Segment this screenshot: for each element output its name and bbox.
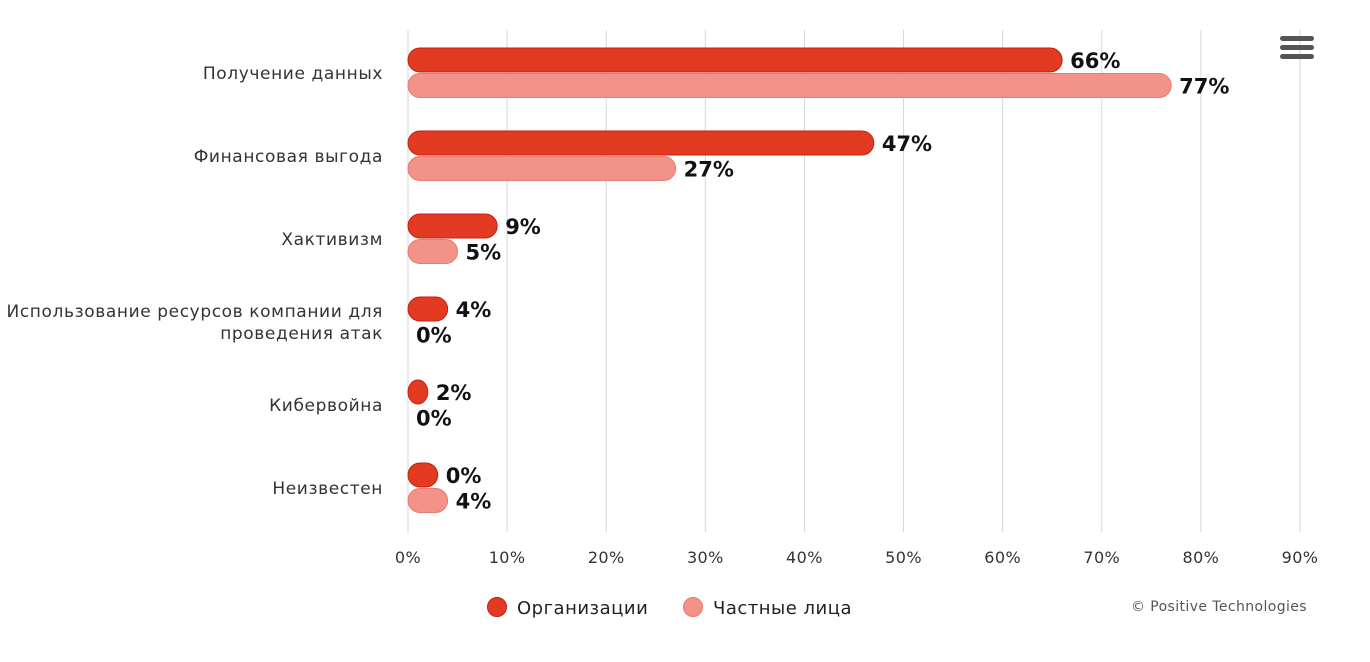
data-label: 0% bbox=[416, 324, 452, 348]
x-tick-label: 20% bbox=[588, 548, 625, 567]
bar[interactable] bbox=[407, 296, 449, 322]
data-label: 66% bbox=[1070, 49, 1120, 73]
category-label: Использование ресурсов компании для bbox=[7, 302, 383, 322]
category-label: Финансовая выгода bbox=[194, 147, 383, 167]
x-tick-label: 80% bbox=[1183, 548, 1220, 567]
legend-item[interactable]: Частные лица bbox=[683, 597, 853, 620]
bar[interactable] bbox=[407, 130, 875, 156]
category-label: Кибервойна bbox=[269, 396, 383, 416]
x-tick-label: 90% bbox=[1282, 548, 1319, 567]
data-label: 2% bbox=[436, 381, 472, 405]
category-labels: Получение данных Финансовая выгода Хактиви… bbox=[7, 64, 383, 499]
data-label: 4% bbox=[456, 490, 492, 514]
x-axis-ticks: 0% 10% 20% 30% 40% 50% 60% 70% 80% 90% bbox=[395, 548, 1318, 567]
grid-lines bbox=[407, 30, 1301, 532]
bars bbox=[407, 47, 1172, 513]
data-label: 0% bbox=[416, 407, 452, 431]
bar[interactable] bbox=[407, 462, 439, 488]
legend-marker bbox=[487, 597, 507, 617]
data-label: 77% bbox=[1179, 75, 1229, 99]
data-label: 9% bbox=[505, 215, 541, 239]
category-label: Неизвестен bbox=[272, 479, 383, 499]
bar[interactable] bbox=[407, 379, 429, 405]
data-labels: 66%77%47%27%9%5%4%0%2%0%0%4% bbox=[416, 49, 1229, 514]
x-tick-label: 10% bbox=[489, 548, 526, 567]
category-label: проведения атак bbox=[220, 324, 383, 344]
bar[interactable] bbox=[407, 239, 459, 264]
data-label: 4% bbox=[456, 298, 492, 322]
x-tick-label: 30% bbox=[687, 548, 724, 567]
x-tick-label: 70% bbox=[1083, 548, 1120, 567]
legend-item[interactable]: Организации bbox=[487, 597, 649, 620]
category-label: Получение данных bbox=[203, 64, 383, 84]
x-tick-label: 0% bbox=[395, 548, 421, 567]
data-label: 47% bbox=[882, 132, 932, 156]
x-tick-label: 40% bbox=[786, 548, 823, 567]
legend-label: Частные лица bbox=[713, 598, 852, 619]
data-label: 27% bbox=[684, 158, 734, 182]
chart-menu-icon[interactable] bbox=[1280, 36, 1314, 64]
data-label: 0% bbox=[446, 464, 482, 488]
credit-text: © Positive Technologies bbox=[1131, 599, 1307, 615]
bar[interactable] bbox=[407, 156, 677, 181]
x-tick-label: 50% bbox=[885, 548, 922, 567]
legend-label: Организации bbox=[517, 598, 648, 619]
bar[interactable] bbox=[407, 213, 498, 239]
bar[interactable] bbox=[407, 73, 1172, 98]
bar[interactable] bbox=[407, 488, 449, 513]
legend[interactable]: Организации Частные лица bbox=[487, 597, 853, 620]
category-label: Хактивизм bbox=[281, 230, 383, 250]
bar[interactable] bbox=[407, 47, 1063, 73]
data-label: 5% bbox=[466, 241, 502, 265]
x-tick-label: 60% bbox=[984, 548, 1021, 567]
legend-marker bbox=[683, 597, 703, 617]
